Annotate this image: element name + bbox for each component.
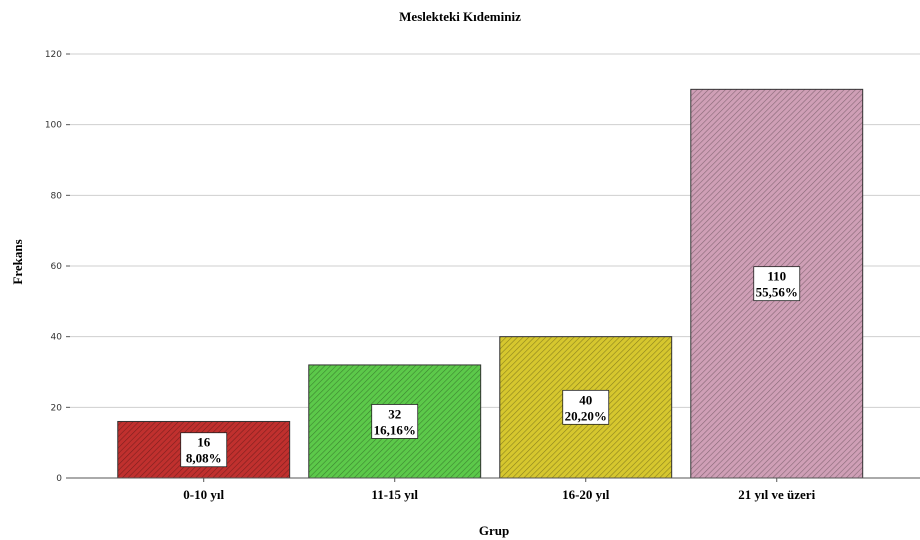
x-tick-label: 11-15 yıl [371, 487, 418, 502]
y-axis-ticks: 0 20 40 60 80 100 120 [45, 50, 62, 484]
x-axis-ticks: 0-10 yıl 11-15 yıl 16-20 yıl 21 yıl ve üzer… [183, 478, 816, 502]
y-tick-label: 20 [51, 403, 63, 413]
data-label-percent: 8,08% [186, 451, 222, 466]
x-tick-label: 0-10 yıl [183, 487, 224, 502]
y-axis-label: Frekans [10, 239, 25, 284]
data-label-count: 32 [388, 406, 401, 421]
y-tick-label: 40 [51, 333, 63, 343]
data-label-percent: 16,16% [374, 422, 416, 437]
data-label-count: 16 [197, 435, 211, 450]
y-tick-label: 100 [45, 121, 62, 131]
y-tick-label: 80 [51, 191, 63, 201]
x-tick-label: 16-20 yıl [562, 487, 610, 502]
data-label-box [180, 432, 228, 468]
data-label-box [562, 389, 610, 425]
x-tick-label: 21 yıl ve üzeri [738, 487, 815, 502]
y-tick-label: 60 [51, 262, 63, 272]
chart-title: Meslekteki Kıdeminiz [399, 9, 521, 24]
x-axis-label: Grup [479, 523, 509, 538]
data-label-count: 40 [579, 392, 592, 407]
y-tick-label: 120 [45, 50, 62, 60]
data-label-percent: 20,20% [565, 408, 607, 423]
data-label-box [753, 266, 801, 302]
data-label-box [371, 404, 419, 439]
y-tick-label: 0 [56, 474, 62, 484]
data-label-count: 110 [767, 269, 786, 284]
data-label-percent: 55,56% [756, 285, 798, 300]
